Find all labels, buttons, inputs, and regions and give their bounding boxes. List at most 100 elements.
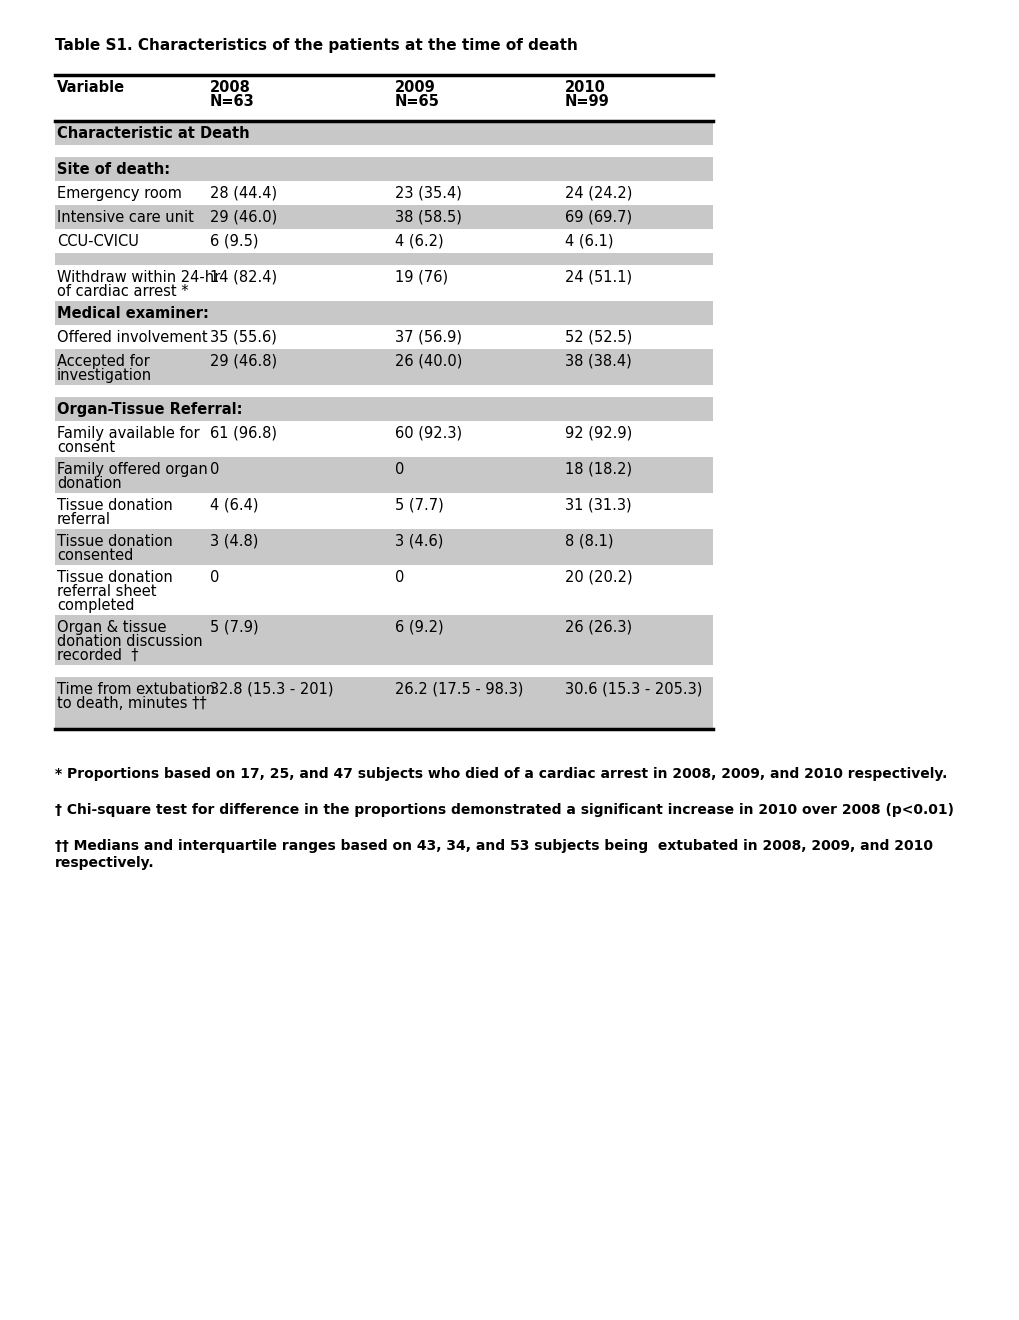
Text: CCU-CVICU: CCU-CVICU <box>57 234 139 249</box>
Bar <box>55 713 712 729</box>
Text: 26 (26.3): 26 (26.3) <box>565 620 632 635</box>
Text: 32.8 (15.3 - 201): 32.8 (15.3 - 201) <box>210 682 333 697</box>
Text: 0: 0 <box>394 462 404 477</box>
Text: 30.6 (15.3 - 205.3): 30.6 (15.3 - 205.3) <box>565 682 702 697</box>
Bar <box>55 348 712 385</box>
Text: Tissue donation: Tissue donation <box>57 498 172 513</box>
Bar <box>55 457 712 492</box>
Text: 28 (44.4): 28 (44.4) <box>210 186 277 201</box>
Bar <box>55 253 712 265</box>
Bar <box>55 145 712 157</box>
Text: Medical examiner:: Medical examiner: <box>57 306 209 321</box>
Bar <box>55 397 712 421</box>
Text: 2009: 2009 <box>394 81 435 95</box>
Text: Accepted for: Accepted for <box>57 354 150 370</box>
Text: 26.2 (17.5 - 98.3): 26.2 (17.5 - 98.3) <box>394 682 523 697</box>
Text: 24 (51.1): 24 (51.1) <box>565 271 632 285</box>
Text: Family available for: Family available for <box>57 426 200 441</box>
Text: 69 (69.7): 69 (69.7) <box>565 210 632 224</box>
Text: 35 (55.6): 35 (55.6) <box>210 330 276 345</box>
Text: Time from extubation: Time from extubation <box>57 682 215 697</box>
Text: donation: donation <box>57 477 121 491</box>
Bar <box>55 265 712 301</box>
Text: N=65: N=65 <box>394 94 439 110</box>
Text: 29 (46.0): 29 (46.0) <box>210 210 277 224</box>
Text: 6 (9.2): 6 (9.2) <box>394 620 443 635</box>
Text: donation discussion: donation discussion <box>57 634 203 649</box>
Text: consented: consented <box>57 548 133 564</box>
Text: 5 (7.9): 5 (7.9) <box>210 620 259 635</box>
Text: 37 (56.9): 37 (56.9) <box>394 330 462 345</box>
Bar <box>55 181 712 205</box>
Text: †† Medians and interquartile ranges based on 43, 34, and 53 subjects being  extu: †† Medians and interquartile ranges base… <box>55 840 932 853</box>
Text: 4 (6.1): 4 (6.1) <box>565 234 612 249</box>
Text: investigation: investigation <box>57 368 152 383</box>
Text: 8 (8.1): 8 (8.1) <box>565 535 612 549</box>
Text: to death, minutes ††: to death, minutes †† <box>57 696 207 711</box>
Text: 14 (82.4): 14 (82.4) <box>210 271 277 285</box>
Text: Tissue donation: Tissue donation <box>57 570 172 585</box>
Text: 26 (40.0): 26 (40.0) <box>394 354 462 370</box>
Bar <box>55 325 712 348</box>
Text: Characteristic at Death: Characteristic at Death <box>57 125 250 141</box>
Bar <box>55 157 712 181</box>
Text: Organ & tissue: Organ & tissue <box>57 620 166 635</box>
Text: Emergency room: Emergency room <box>57 186 181 201</box>
Bar <box>55 421 712 457</box>
Text: 18 (18.2): 18 (18.2) <box>565 462 632 477</box>
Bar <box>55 75 712 121</box>
Text: consent: consent <box>57 440 115 455</box>
Text: recorded  †: recorded † <box>57 648 139 663</box>
Text: 52 (52.5): 52 (52.5) <box>565 330 632 345</box>
Text: 2008: 2008 <box>210 81 251 95</box>
Text: N=63: N=63 <box>210 94 255 110</box>
Bar <box>55 228 712 253</box>
Text: Organ-Tissue Referral:: Organ-Tissue Referral: <box>57 403 243 417</box>
Bar <box>55 529 712 565</box>
Text: Site of death:: Site of death: <box>57 162 170 177</box>
Text: 3 (4.8): 3 (4.8) <box>210 535 258 549</box>
Text: completed: completed <box>57 598 135 612</box>
Text: 31 (31.3): 31 (31.3) <box>565 498 631 513</box>
Text: 3 (4.6): 3 (4.6) <box>394 535 443 549</box>
Text: 0: 0 <box>210 570 219 585</box>
Bar <box>55 677 712 713</box>
Text: 0: 0 <box>210 462 219 477</box>
Text: Withdraw within 24-hr: Withdraw within 24-hr <box>57 271 220 285</box>
Text: 23 (35.4): 23 (35.4) <box>394 186 462 201</box>
Bar <box>55 565 712 615</box>
Text: 38 (38.4): 38 (38.4) <box>565 354 631 370</box>
Text: 92 (92.9): 92 (92.9) <box>565 426 632 441</box>
Text: N=99: N=99 <box>565 94 609 110</box>
Text: referral sheet: referral sheet <box>57 583 156 599</box>
Text: 5 (7.7): 5 (7.7) <box>394 498 443 513</box>
Bar <box>55 301 712 325</box>
Text: Family offered organ: Family offered organ <box>57 462 208 477</box>
Text: Offered involvement: Offered involvement <box>57 330 208 345</box>
Text: 4 (6.2): 4 (6.2) <box>394 234 443 249</box>
Text: referral: referral <box>57 512 111 527</box>
Text: 0: 0 <box>394 570 404 585</box>
Text: † Chi-square test for difference in the proportions demonstrated a significant i: † Chi-square test for difference in the … <box>55 803 953 817</box>
Bar <box>55 492 712 529</box>
Bar <box>55 665 712 677</box>
Text: 29 (46.8): 29 (46.8) <box>210 354 277 370</box>
Bar <box>55 205 712 228</box>
Text: of cardiac arrest *: of cardiac arrest * <box>57 284 189 300</box>
Text: 38 (58.5): 38 (58.5) <box>394 210 462 224</box>
Text: 24 (24.2): 24 (24.2) <box>565 186 632 201</box>
Text: 6 (9.5): 6 (9.5) <box>210 234 258 249</box>
Text: * Proportions based on 17, 25, and 47 subjects who died of a cardiac arrest in 2: * Proportions based on 17, 25, and 47 su… <box>55 767 947 781</box>
Text: Table S1. Characteristics of the patients at the time of death: Table S1. Characteristics of the patient… <box>55 38 578 53</box>
Bar <box>55 385 712 397</box>
Text: Intensive care unit: Intensive care unit <box>57 210 194 224</box>
Text: 2010: 2010 <box>565 81 605 95</box>
Text: 19 (76): 19 (76) <box>394 271 447 285</box>
Bar <box>55 615 712 665</box>
Text: Variable: Variable <box>57 81 125 95</box>
Text: 20 (20.2): 20 (20.2) <box>565 570 632 585</box>
Text: 60 (92.3): 60 (92.3) <box>394 426 462 441</box>
Text: Tissue donation: Tissue donation <box>57 535 172 549</box>
Text: 61 (96.8): 61 (96.8) <box>210 426 277 441</box>
Text: 4 (6.4): 4 (6.4) <box>210 498 258 513</box>
